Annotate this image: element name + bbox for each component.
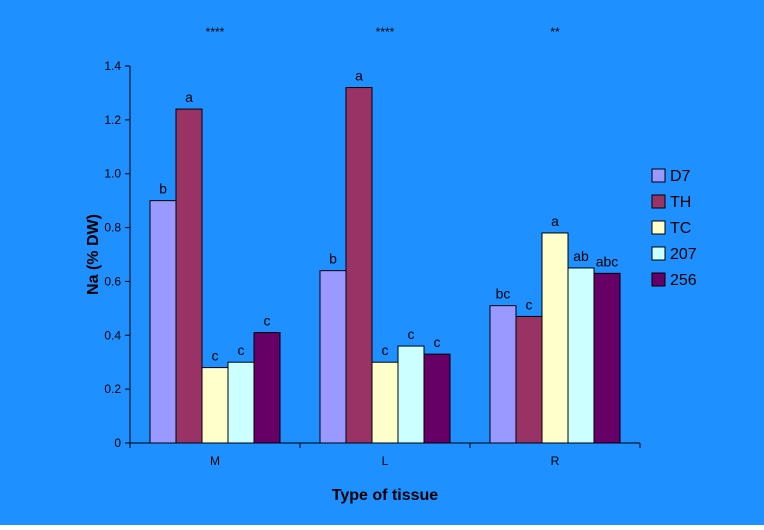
legend-swatch: [651, 246, 666, 261]
legend-label: TH: [670, 194, 691, 211]
bar: [371, 361, 399, 444]
bar-letter-label: c: [408, 326, 415, 342]
bar: [423, 353, 451, 444]
bar: [319, 270, 347, 444]
bar: [201, 367, 229, 444]
significance-label: **: [550, 25, 560, 39]
bar-letter-label: c: [264, 313, 271, 329]
legend-swatch: [651, 272, 666, 287]
bar-letter-label: ab: [573, 248, 589, 264]
bar-letter-label: c: [526, 296, 533, 312]
x-tick-label: M: [210, 454, 220, 468]
y-tick-label: 0: [114, 436, 121, 450]
bar: [345, 87, 373, 444]
y-tick-label: 0.2: [104, 382, 121, 396]
bar: [541, 232, 569, 444]
bar: [397, 345, 425, 444]
bar-letter-label: abc: [596, 253, 619, 269]
bar: [593, 272, 621, 444]
bar-letter-label: c: [382, 342, 389, 358]
y-axis-title: Na (% DW): [85, 214, 102, 295]
x-tick-label: L: [382, 454, 389, 468]
bar-letter-label: a: [185, 89, 193, 105]
bar-letter-label: a: [551, 213, 559, 229]
bar-letter-label: b: [159, 181, 167, 197]
bar-letter-label: a: [355, 68, 363, 84]
bar-letter-label: c: [434, 334, 441, 350]
legend-label: D7: [670, 168, 691, 185]
y-tick-label: 0.8: [104, 221, 121, 235]
significance-label: ****: [206, 25, 225, 39]
y-tick-label: 1.2: [104, 113, 121, 127]
y-tick-label: 1.4: [104, 59, 121, 73]
legend-swatch: [651, 168, 666, 183]
significance-label: ****: [376, 25, 395, 39]
bar: [567, 267, 595, 444]
bar: [253, 332, 281, 444]
bar: [515, 315, 543, 444]
legend-label: 207: [670, 246, 697, 263]
bar-letter-label: b: [329, 251, 337, 267]
bar-letter-label: bc: [496, 286, 511, 302]
bar: [227, 361, 255, 444]
x-tick-label: R: [551, 454, 560, 468]
x-axis-title: Type of tissue: [332, 487, 438, 504]
y-tick-label: 0.6: [104, 274, 121, 288]
legend-swatch: [651, 220, 666, 235]
legend-label: 256: [670, 272, 697, 289]
bar-letter-label: c: [238, 342, 245, 358]
bar: [175, 108, 203, 444]
y-tick-label: 1.0: [104, 167, 121, 181]
legend-label: TC: [670, 220, 691, 237]
legend-swatch: [651, 194, 666, 209]
y-tick-label: 0.4: [104, 328, 121, 342]
bar-letter-label: c: [212, 348, 219, 364]
bar: [149, 200, 177, 444]
bar: [489, 305, 517, 444]
